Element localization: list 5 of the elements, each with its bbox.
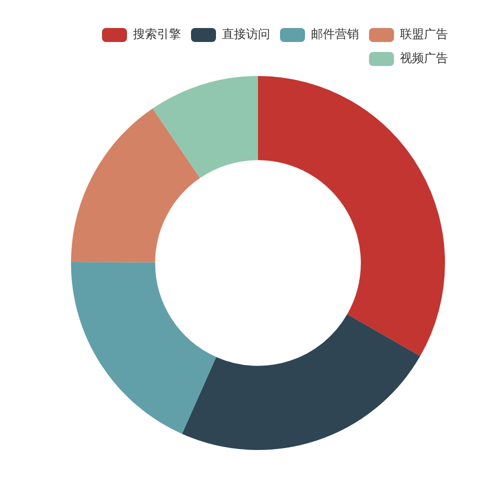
legend-label: 视频广告 bbox=[400, 51, 448, 66]
legend-label: 联盟广告 bbox=[400, 27, 448, 42]
legend-label: 搜索引擎 bbox=[133, 27, 181, 42]
legend-label: 直接访问 bbox=[222, 27, 270, 42]
legend-label: 邮件营销 bbox=[311, 27, 359, 42]
